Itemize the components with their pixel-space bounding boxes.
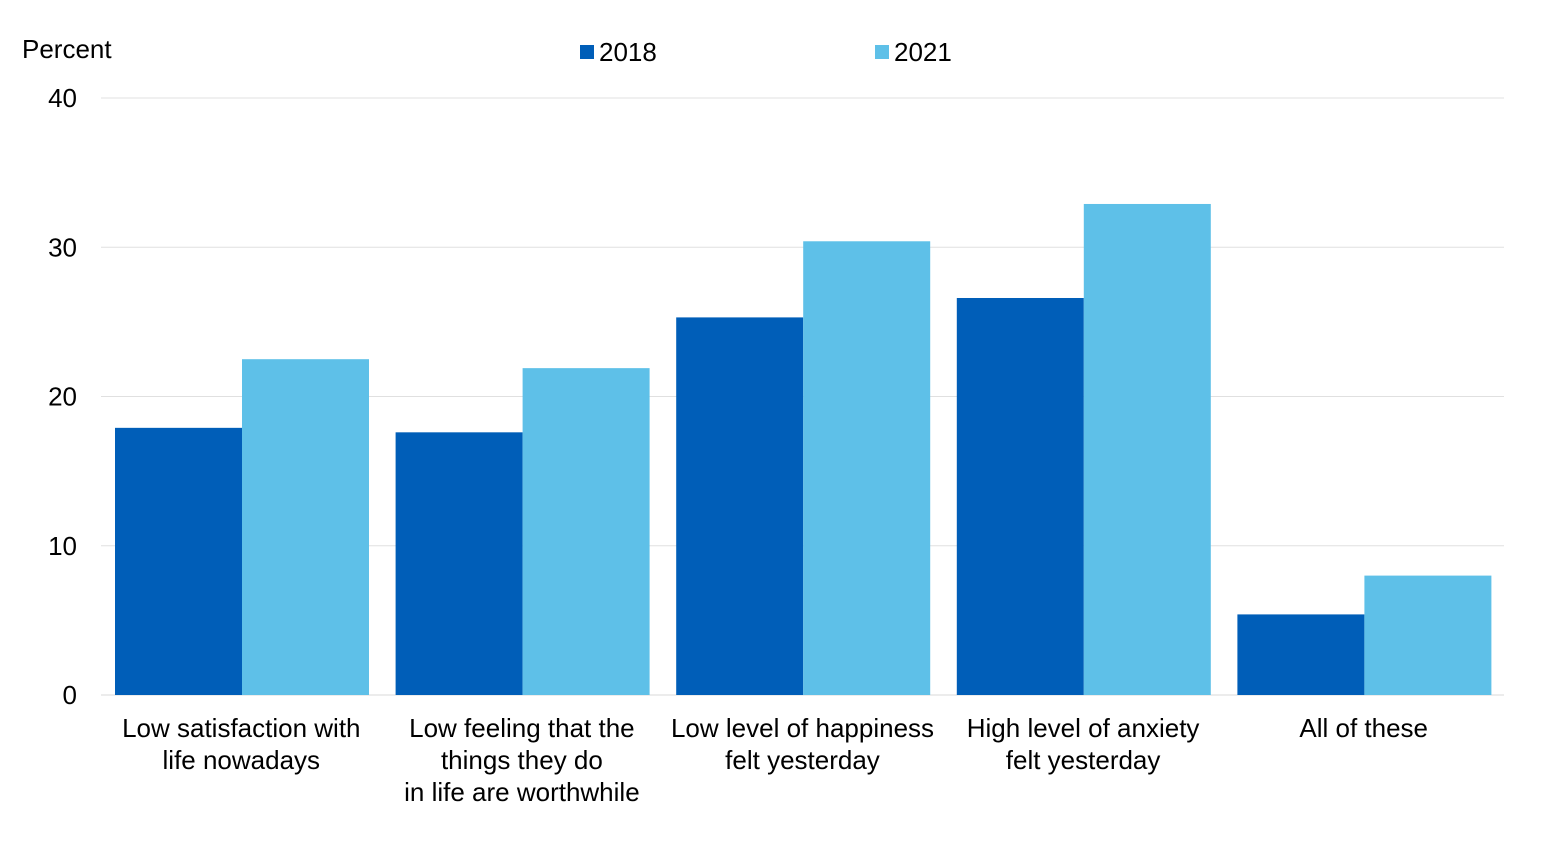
bar-2021-2 (803, 241, 931, 695)
x-tick-label: Low feeling that the things they do in lif… (404, 713, 640, 807)
x-tick-label: All of these (1299, 713, 1428, 743)
legend-swatch-2021 (875, 45, 889, 59)
x-tick-label: High level of anxiety felt yesterday (967, 713, 1200, 775)
y-axis: 0 10 20 30 40 (48, 83, 77, 710)
bar-2018-2 (676, 317, 804, 695)
bar-2018-4 (1237, 614, 1365, 695)
bar-2021-4 (1364, 575, 1492, 695)
x-tick-label-line: felt yesterday (725, 745, 880, 775)
bar-2018-0 (115, 427, 242, 695)
bar-2021-3 (1083, 203, 1211, 695)
legend: 2018 2021 (580, 37, 952, 67)
x-tick-label-line: Low feeling that the (409, 713, 635, 743)
x-tick-label: Low satisfaction with life nowadays (122, 713, 360, 775)
y-axis-label: Percent (22, 34, 112, 64)
x-tick-label-line: felt yesterday (1006, 745, 1161, 775)
y-tick-label: 30 (48, 232, 77, 262)
bar-2018-3 (956, 297, 1084, 695)
bar-2021-0 (242, 359, 369, 695)
x-tick-label: Low level of happiness felt yesterday (671, 713, 934, 775)
x-tick-label-line: in life are worthwhile (404, 777, 640, 807)
legend-swatch-2018 (580, 45, 594, 59)
y-tick-label: 40 (48, 83, 77, 113)
x-tick-label-line: Low level of happiness (671, 713, 934, 743)
bar-2021-1 (522, 368, 650, 695)
legend-label-2021: 2021 (894, 37, 952, 67)
x-tick-label-line: life nowadays (163, 745, 321, 775)
x-axis: Low satisfaction with life nowadays Low fe… (122, 713, 1428, 807)
y-tick-label: 20 (48, 382, 77, 412)
x-tick-label-line: things they do (441, 745, 603, 775)
legend-label-2018: 2018 (599, 37, 657, 67)
x-tick-label-line: All of these (1299, 713, 1428, 743)
x-tick-label-line: Low satisfaction with (122, 713, 360, 743)
x-tick-label-line: High level of anxiety (967, 713, 1200, 743)
bars (115, 203, 1492, 695)
bar-2018-1 (395, 432, 523, 695)
y-tick-label: 0 (63, 680, 77, 710)
y-tick-label: 10 (48, 531, 77, 561)
